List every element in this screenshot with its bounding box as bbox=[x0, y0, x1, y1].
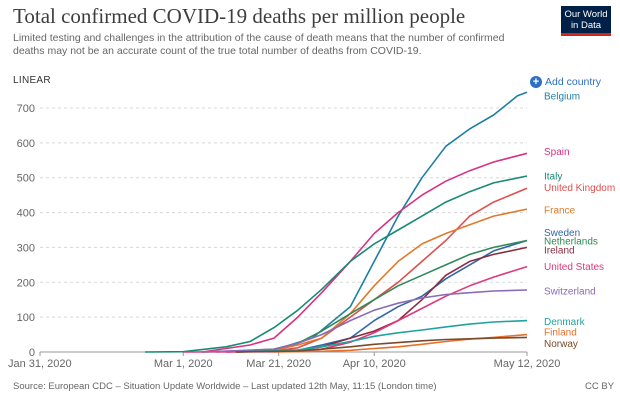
series-line-united-kingdom bbox=[226, 187, 528, 353]
series-label-norway: Norway bbox=[544, 339, 578, 350]
plus-icon: + bbox=[530, 76, 542, 88]
y-tick-label: 700 bbox=[17, 103, 35, 115]
series-label-united-states: United States bbox=[544, 262, 604, 273]
license-link[interactable]: CC BY bbox=[585, 381, 615, 392]
series-line-belgium bbox=[226, 91, 528, 353]
owid-logo[interactable]: Our World in Data bbox=[561, 6, 611, 36]
y-tick-label: 600 bbox=[17, 138, 35, 150]
series-label-sweden: Sweden bbox=[544, 228, 580, 239]
series-label-belgium: Belgium bbox=[544, 91, 580, 102]
series-label-spain: Spain bbox=[544, 147, 570, 158]
series-line-norway bbox=[235, 336, 528, 353]
x-tick-label: Apr 10, 2020 bbox=[343, 358, 406, 370]
y-tick-label: 500 bbox=[17, 173, 35, 185]
series-line-netherlands bbox=[216, 239, 528, 353]
x-tick-label: Mar 21, 2020 bbox=[246, 358, 311, 370]
series-line-spain bbox=[202, 152, 528, 353]
series-label-finland: Finland bbox=[544, 327, 577, 338]
y-tick-label: 300 bbox=[17, 242, 35, 254]
x-tick-label: May 12, 2020 bbox=[494, 358, 561, 370]
logo-accent-bar bbox=[561, 33, 611, 36]
source-footer: Source: European CDC – Situation Update … bbox=[13, 381, 437, 392]
logo-line-1: Our World bbox=[564, 9, 608, 20]
series-line-france bbox=[202, 208, 528, 353]
series-label-netherlands: Netherlands bbox=[544, 237, 598, 248]
series-label-denmark: Denmark bbox=[544, 317, 586, 328]
series-label-france: France bbox=[544, 205, 576, 216]
x-tick-label: Mar 1, 2020 bbox=[154, 358, 213, 370]
scale-toggle[interactable]: LINEAR bbox=[13, 75, 51, 86]
logo-line-2: in Data bbox=[570, 20, 602, 31]
add-country-button[interactable]: + Add country bbox=[530, 76, 601, 88]
x-tick-label: Jan 31, 2020 bbox=[8, 358, 72, 370]
chart-title: Total confirmed COVID-19 deaths per mill… bbox=[13, 4, 466, 28]
series-label-united-kingdom: United Kingdom bbox=[544, 183, 615, 194]
series-label-switzerland: Switzerland bbox=[544, 287, 596, 298]
series-line-italy bbox=[144, 175, 528, 353]
series-line-ireland bbox=[235, 246, 528, 353]
y-tick-label: 200 bbox=[17, 277, 35, 289]
y-tick-label: 100 bbox=[17, 312, 35, 324]
series-label-italy: Italy bbox=[544, 171, 562, 182]
series-line-sweden bbox=[235, 239, 528, 353]
add-country-label: Add country bbox=[545, 76, 602, 88]
series-line-denmark bbox=[235, 319, 528, 353]
y-tick-label: 0 bbox=[29, 347, 35, 359]
y-tick-label: 400 bbox=[17, 208, 35, 220]
chart-subtitle: Limited testing and challenges in the at… bbox=[13, 32, 505, 57]
series-label-ireland: Ireland bbox=[544, 245, 575, 256]
series-line-switzerland bbox=[202, 289, 528, 353]
